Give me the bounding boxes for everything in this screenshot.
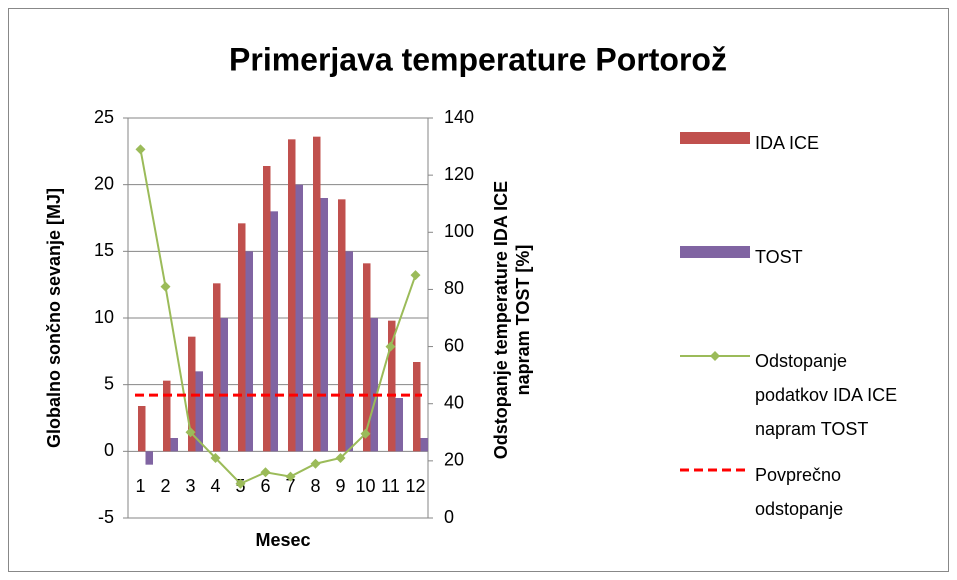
y-axis-label: Globalno sončno sevanje [MJ] xyxy=(44,188,64,448)
bar xyxy=(338,199,346,452)
x-tick-label: 11 xyxy=(381,476,400,496)
line-marker xyxy=(335,453,346,463)
y-tick-label: 0 xyxy=(104,440,114,460)
line-marker xyxy=(160,281,171,292)
legend-label: Odstopanje podatkov IDA ICE napram TOST xyxy=(755,351,898,439)
x-tick-label: 1 xyxy=(135,476,145,496)
y2-tick-label: 140 xyxy=(444,107,474,127)
line-marker xyxy=(285,471,296,482)
y-tick-label: 5 xyxy=(104,373,114,393)
y-tick-label: 15 xyxy=(94,240,114,260)
x-tick-label: 6 xyxy=(260,476,270,496)
bar xyxy=(413,362,421,452)
bar xyxy=(420,438,428,452)
y-tick-label: 10 xyxy=(94,307,114,327)
line-marker xyxy=(235,478,246,489)
bar xyxy=(395,398,403,452)
y-tick-label: 25 xyxy=(94,107,114,127)
y2-tick-label: 100 xyxy=(444,221,474,241)
line-marker xyxy=(410,270,421,281)
y2-tick-label: 20 xyxy=(444,450,464,470)
legend-label: TOST xyxy=(755,247,803,267)
x-tick-label: 4 xyxy=(210,476,220,496)
x-axis-label: Mesec xyxy=(255,530,310,550)
bar xyxy=(163,380,171,452)
bar xyxy=(363,263,371,452)
legend-label: Povprečno odstopanje xyxy=(755,465,844,519)
x-tick-label: 7 xyxy=(285,476,295,496)
legend-marker xyxy=(710,351,720,361)
chart-title: Primerjava temperature Portorož xyxy=(229,41,727,77)
y2-tick-label: 60 xyxy=(444,335,464,355)
bar xyxy=(313,136,321,452)
y-tick-label: -5 xyxy=(98,507,114,527)
bar xyxy=(345,251,353,452)
line-marker xyxy=(210,453,221,463)
bar xyxy=(170,438,178,452)
bar xyxy=(370,318,378,452)
y2-axis-label: Odstopanje temperature IDA ICE napram TO… xyxy=(491,180,533,460)
y2-tick-label: 120 xyxy=(444,164,474,184)
line-marker xyxy=(385,341,396,352)
bar xyxy=(388,320,396,452)
legend-swatch xyxy=(680,246,750,258)
line-marker xyxy=(185,427,196,438)
legend-swatch xyxy=(680,132,750,144)
bar xyxy=(213,283,221,452)
y2-tick-label: 0 xyxy=(444,507,454,527)
x-tick-label: 3 xyxy=(185,476,195,496)
x-tick-label: 10 xyxy=(355,476,375,496)
legend-label: IDA ICE xyxy=(755,133,820,153)
bar xyxy=(238,223,246,452)
line xyxy=(139,149,417,485)
line-marker xyxy=(135,144,146,155)
bar xyxy=(320,198,328,452)
x-tick-label: 8 xyxy=(310,476,320,496)
bar xyxy=(288,139,296,452)
x-tick-label: 12 xyxy=(405,476,425,496)
bar xyxy=(220,318,228,452)
bar xyxy=(245,251,253,452)
bar xyxy=(138,406,146,452)
y-tick-label: 20 xyxy=(94,173,114,193)
line-marker xyxy=(310,458,321,469)
line-marker xyxy=(360,428,371,439)
x-tick-label: 2 xyxy=(160,476,170,496)
bar xyxy=(195,371,203,452)
y2-tick-label: 40 xyxy=(444,392,464,412)
bar xyxy=(295,184,303,452)
line-marker xyxy=(260,467,271,478)
bar xyxy=(145,451,153,465)
x-tick-label: 9 xyxy=(335,476,345,496)
bar xyxy=(263,166,271,452)
y2-tick-label: 80 xyxy=(444,278,464,298)
bar xyxy=(270,211,278,452)
